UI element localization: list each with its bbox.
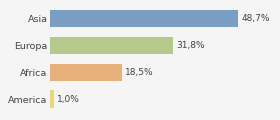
Text: 31,8%: 31,8% bbox=[176, 41, 205, 50]
Text: 48,7%: 48,7% bbox=[242, 14, 270, 23]
Text: 1,0%: 1,0% bbox=[57, 95, 80, 104]
Text: 18,5%: 18,5% bbox=[125, 68, 153, 77]
Bar bbox=[50, 90, 54, 108]
Bar bbox=[50, 63, 122, 81]
Bar bbox=[50, 37, 173, 54]
Bar bbox=[50, 10, 239, 27]
